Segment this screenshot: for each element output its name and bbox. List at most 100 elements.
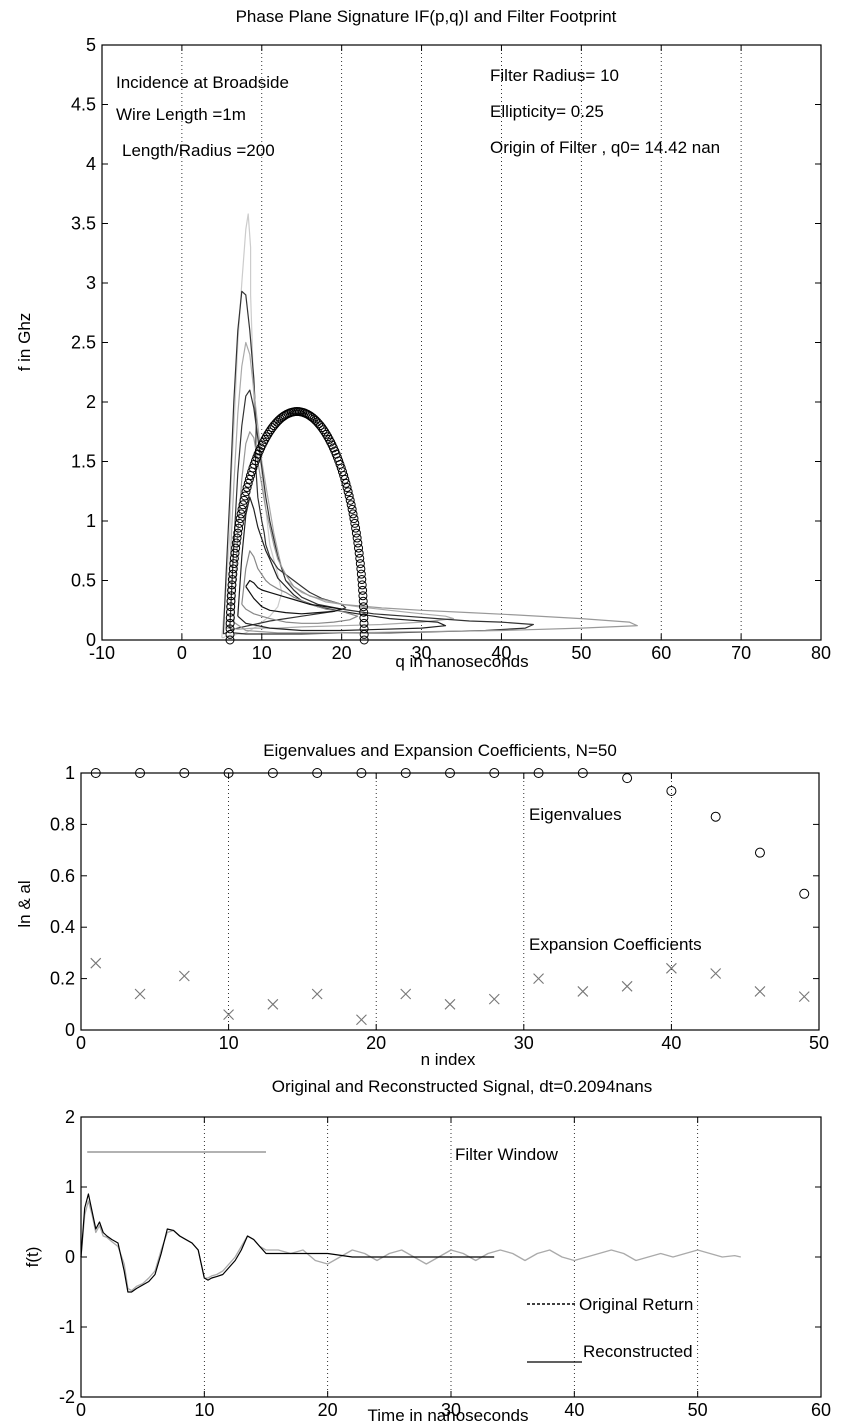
panel2-title: Eigenvalues and Expansion Coefficients, … bbox=[263, 741, 617, 760]
footprint-marker bbox=[351, 528, 361, 538]
eigenvalue-point bbox=[356, 768, 367, 778]
panel1-xlabel: q in nanoseconds bbox=[395, 652, 528, 671]
footprint-marker bbox=[226, 602, 236, 612]
eigenvalue-point bbox=[489, 768, 500, 778]
eigenvalue-point bbox=[400, 768, 411, 778]
footprint-marker bbox=[231, 538, 241, 548]
footprint-marker bbox=[359, 624, 369, 634]
contour-line bbox=[245, 579, 343, 615]
x-tick-label: 0 bbox=[76, 1400, 86, 1420]
panel2-xlabel: n index bbox=[421, 1050, 476, 1069]
eigenvalues-panel: Eigenvalues and Expansion Coefficients, … bbox=[15, 741, 829, 1069]
x-tick-label: 20 bbox=[366, 1033, 386, 1053]
expansion-coefficient-point bbox=[577, 986, 589, 997]
expansion-coefficient-point bbox=[267, 998, 279, 1010]
eigenvalue-point bbox=[622, 773, 633, 784]
footprint-marker bbox=[355, 559, 365, 569]
footprint-marker bbox=[348, 509, 358, 519]
footprint-marker bbox=[344, 491, 354, 501]
eigenvalue-point bbox=[754, 847, 765, 858]
x-tick-label: 20 bbox=[318, 1400, 338, 1420]
footprint-marker bbox=[230, 548, 240, 558]
contour-line bbox=[225, 341, 455, 630]
y-tick-label: 2 bbox=[65, 1107, 75, 1127]
y-tick-label: -1 bbox=[59, 1317, 75, 1337]
footprint-marker bbox=[238, 500, 248, 510]
expansion-coefficient-point bbox=[134, 988, 146, 1000]
footprint-marker bbox=[356, 569, 366, 579]
footprint-marker bbox=[225, 618, 235, 628]
panel1-axes-box bbox=[101, 44, 822, 641]
footprint-marker bbox=[350, 518, 360, 528]
footprint-marker bbox=[339, 471, 349, 481]
footprint-marker bbox=[354, 548, 364, 558]
expansion-coefficient-point bbox=[710, 968, 722, 979]
footprint-marker bbox=[340, 474, 350, 484]
x-tick-label: 30 bbox=[412, 643, 432, 663]
contour-line bbox=[237, 496, 447, 632]
footprint-marker bbox=[231, 543, 241, 553]
annotation-eigenvalues: Eigenvalues bbox=[529, 805, 622, 824]
footprint-marker bbox=[235, 514, 245, 524]
footprint-marker bbox=[225, 607, 235, 617]
footprint-marker bbox=[359, 613, 369, 623]
y-tick-label: 0.8 bbox=[50, 814, 75, 834]
footprint-marker bbox=[346, 500, 356, 510]
y-tick-label: 0.6 bbox=[50, 866, 75, 886]
annotation-wire-length: Wire Length =1m bbox=[116, 105, 246, 124]
eigenvalue-point bbox=[445, 768, 455, 778]
expansion-coefficient-point bbox=[621, 980, 633, 992]
expansion-coefficient-point bbox=[223, 1009, 234, 1020]
panel1-title: Phase Plane Signature IF(p,q)I and Filte… bbox=[236, 7, 617, 26]
x-tick-label: 70 bbox=[731, 643, 751, 663]
panel2-marks bbox=[90, 768, 810, 1026]
eigenvalue-point bbox=[666, 785, 677, 796]
annotation-incidence: Incidence at Broadside bbox=[116, 73, 289, 92]
footprint-marker bbox=[270, 419, 280, 429]
footprint-marker bbox=[358, 602, 368, 612]
footprint-marker bbox=[311, 415, 321, 425]
footprint-marker bbox=[356, 564, 366, 574]
x-tick-label: 10 bbox=[252, 643, 272, 663]
eigenvalue-point bbox=[312, 768, 323, 778]
footprint-marker bbox=[226, 591, 236, 601]
footprint-marker bbox=[323, 432, 333, 442]
y-tick-label: 2.5 bbox=[71, 333, 96, 353]
footprint-marker bbox=[353, 538, 363, 548]
contour-line bbox=[229, 389, 534, 635]
footprint-marker bbox=[225, 613, 235, 623]
reconstructed-line bbox=[80, 1193, 495, 1293]
footprint-marker bbox=[352, 533, 362, 543]
y-tick-label: 0 bbox=[86, 630, 96, 650]
eigenvalue-point bbox=[710, 811, 721, 822]
footprint-marker bbox=[358, 591, 368, 601]
annotation-length-radius: Length/Radius =200 bbox=[122, 141, 275, 160]
x-tick-label: 60 bbox=[811, 1400, 831, 1420]
footprint-marker bbox=[357, 575, 367, 585]
y-tick-label: 1 bbox=[65, 763, 75, 783]
footprint-marker bbox=[357, 580, 367, 590]
footprint-marker bbox=[359, 607, 369, 617]
footprint-marker bbox=[228, 564, 238, 574]
annotation-expansion-coefficients: Expansion Coefficients bbox=[529, 935, 702, 954]
footprint-marker bbox=[349, 514, 359, 524]
y-tick-label: 3 bbox=[86, 273, 96, 293]
original-return-line bbox=[80, 1200, 741, 1292]
footprint-marker bbox=[359, 618, 369, 628]
footprint-marker bbox=[320, 427, 330, 437]
footprint-marker bbox=[359, 629, 369, 639]
annotation-filter-radius: Filter Radius= 10 bbox=[490, 66, 619, 85]
y-tick-label: 0 bbox=[65, 1020, 75, 1040]
y-tick-label: -2 bbox=[59, 1387, 75, 1407]
eigenvalue-point bbox=[267, 768, 278, 778]
annotation-filter-window: Filter Window bbox=[455, 1145, 559, 1164]
footprint-marker bbox=[233, 528, 243, 538]
footprint-marker bbox=[260, 434, 270, 444]
x-tick-label: 10 bbox=[219, 1033, 239, 1053]
footprint-marker bbox=[227, 575, 237, 585]
x-tick-label: 80 bbox=[811, 643, 831, 663]
x-tick-label: 50 bbox=[688, 1400, 708, 1420]
footprint-marker bbox=[239, 495, 249, 505]
footprint-marker bbox=[342, 483, 352, 493]
